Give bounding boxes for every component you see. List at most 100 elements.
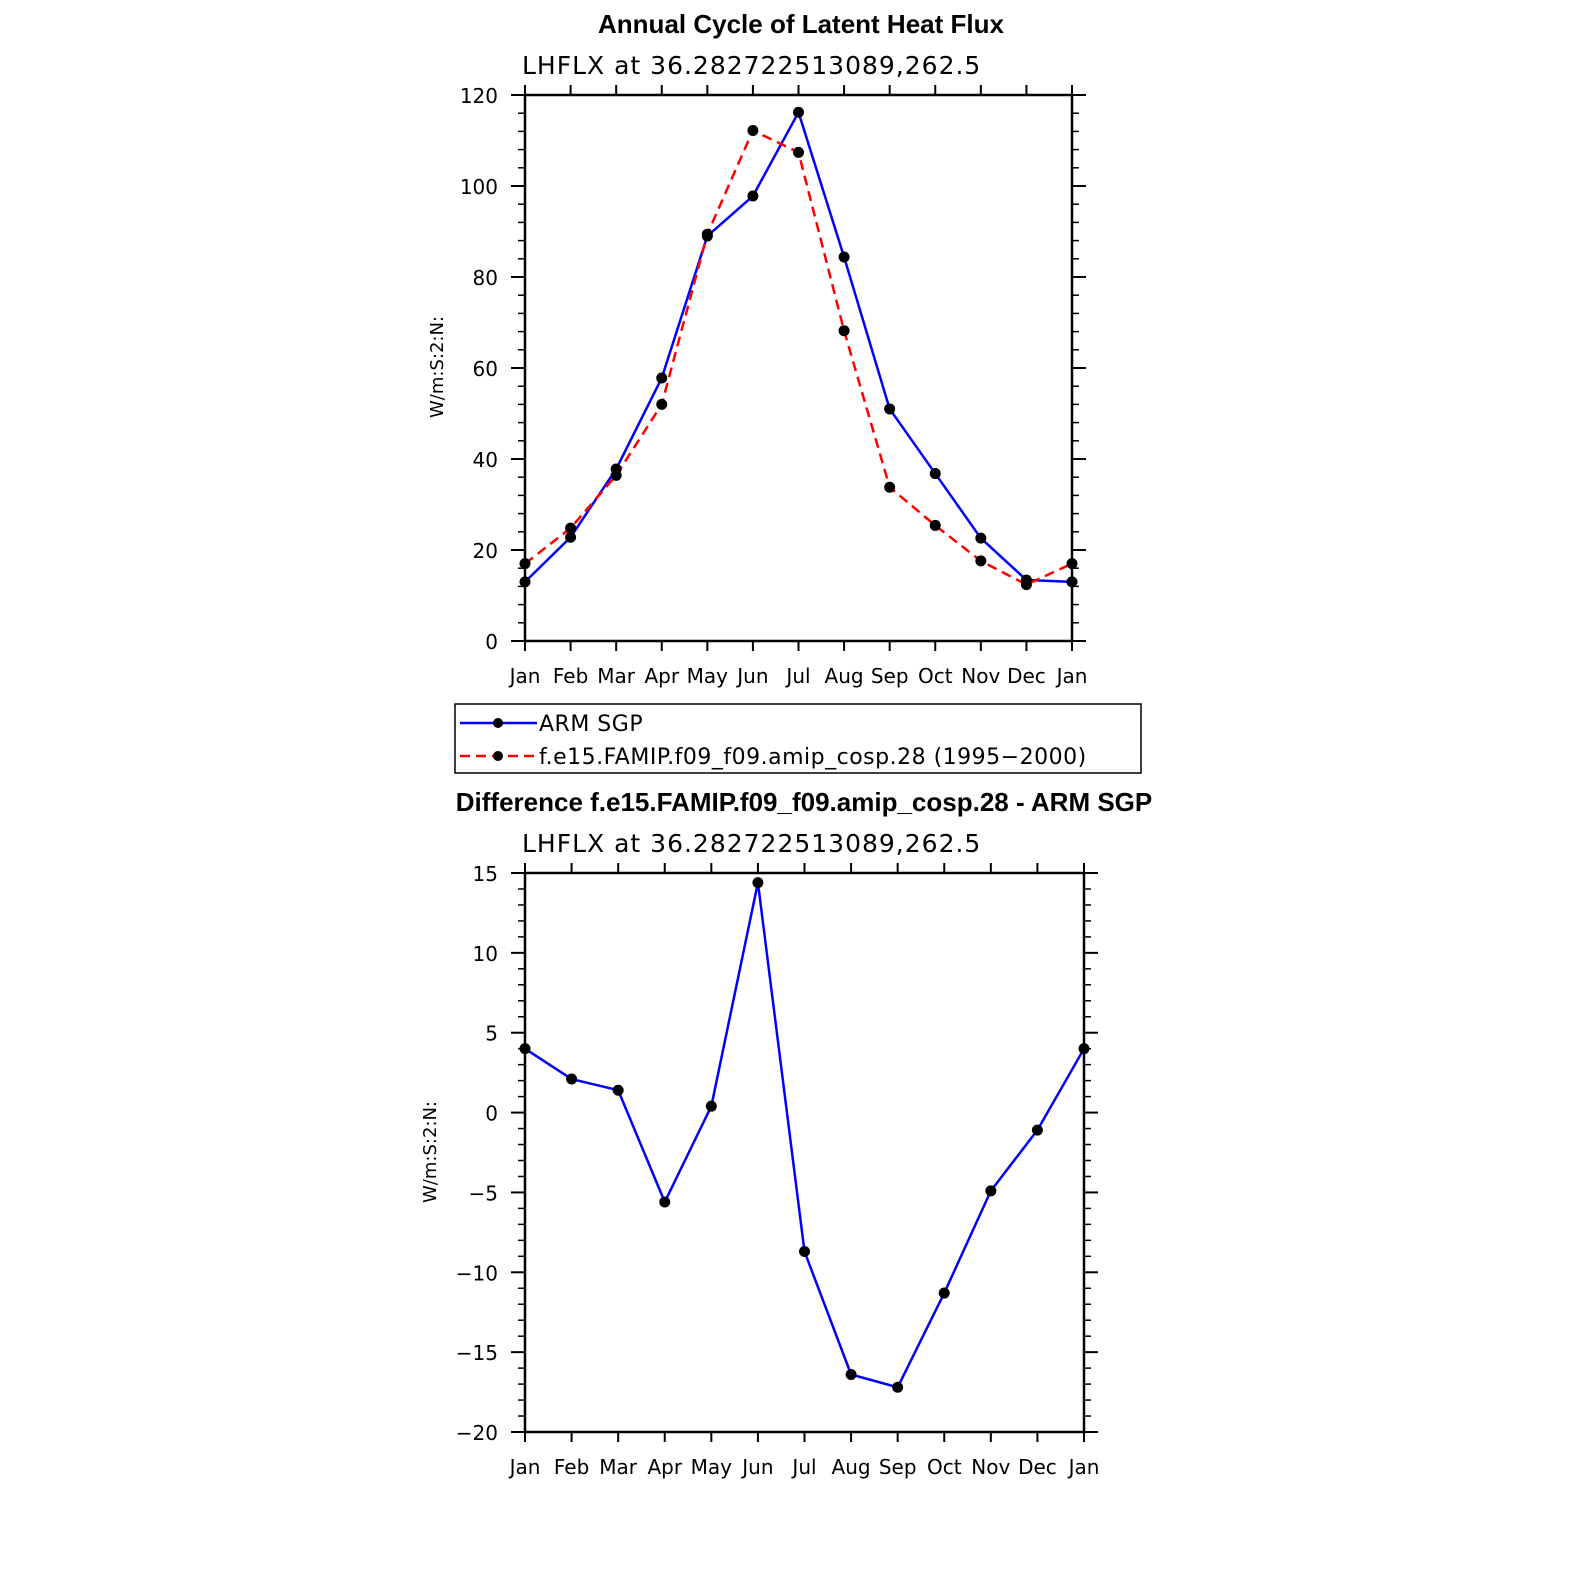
series-0-point bbox=[975, 532, 987, 544]
series-0-point bbox=[1066, 576, 1078, 588]
x-tick-label: Jun bbox=[740, 1455, 773, 1479]
chart1-x-tick-labels: Jan Feb Mar Apr May Jun Jul Aug Sep Oct Nov Dec Jan bbox=[508, 664, 1088, 688]
series-0-point bbox=[929, 468, 941, 480]
x-tick-label: Dec bbox=[1007, 664, 1046, 688]
chart-annual-cycle: Annual Cycle of Latent Heat Flux LHFLX a… bbox=[427, 9, 1087, 688]
series-0-point bbox=[566, 1073, 578, 1085]
series-1-point bbox=[747, 124, 759, 136]
x-tick-label: May bbox=[691, 1455, 733, 1479]
series-0-point bbox=[747, 190, 759, 202]
x-tick-label: Sep bbox=[871, 664, 909, 688]
series-1-point bbox=[838, 325, 850, 337]
x-tick-label: Aug bbox=[832, 1455, 871, 1479]
series-0-point bbox=[985, 1185, 997, 1197]
legend: ARM SGP f.e15.FAMIP.f09_f09.amip_cosp.28… bbox=[454, 703, 1142, 774]
series-0-point bbox=[705, 1100, 717, 1112]
x-tick-label: Jul bbox=[784, 664, 810, 688]
legend-marker-model bbox=[493, 751, 503, 761]
y-tick-label: 80 bbox=[473, 266, 498, 290]
series-0-point bbox=[838, 251, 850, 263]
series-0-point bbox=[845, 1369, 857, 1381]
x-tick-label: Jan bbox=[508, 1455, 541, 1479]
series-0-point bbox=[799, 1246, 810, 1258]
series-1-point bbox=[610, 469, 622, 481]
series-0-point bbox=[1078, 1043, 1090, 1055]
plot-frame bbox=[523, 871, 1086, 1434]
y-tick-label: 100 bbox=[460, 175, 498, 199]
chart1-axes bbox=[511, 85, 1086, 651]
chart2-x-tick-labels: Jan Feb Mar Apr May Jun Jul Aug Sep Oct Nov Dec Jan bbox=[508, 1455, 1100, 1479]
chart1-y-tick-labels: 0 20 40 60 80 100 120 bbox=[460, 84, 498, 654]
chart1-subtitle: LHFLX at 36.282722513089,262.5 bbox=[522, 51, 981, 80]
legend-label-model: f.e15.FAMIP.f09_f09.amip_cosp.28 (1995−2… bbox=[539, 745, 1087, 770]
series-line-1 bbox=[524, 129, 1073, 586]
legend-label-arm: ARM SGP bbox=[539, 712, 643, 737]
x-tick-label: Oct bbox=[918, 664, 953, 688]
legend-marker-arm bbox=[493, 718, 503, 728]
series-0-point bbox=[612, 1084, 624, 1096]
y-tick-label: −15 bbox=[456, 1341, 498, 1365]
x-tick-label: Oct bbox=[927, 1455, 962, 1479]
x-tick-label: Feb bbox=[554, 1455, 589, 1479]
x-tick-label: Apr bbox=[647, 1455, 682, 1479]
x-tick-label: Mar bbox=[599, 1455, 638, 1479]
series-0-point bbox=[656, 372, 668, 384]
chart1-series bbox=[519, 106, 1078, 591]
series-0-point bbox=[519, 576, 531, 588]
y-tick-label: −5 bbox=[469, 1181, 498, 1205]
series-0-point bbox=[565, 531, 577, 543]
series-line-0 bbox=[524, 881, 1086, 1389]
x-tick-label: Nov bbox=[971, 1455, 1010, 1479]
y-tick-label: 5 bbox=[485, 1022, 498, 1046]
chart2-ylabel: W/m:S:2:N: bbox=[420, 1101, 441, 1203]
y-tick-label: −10 bbox=[456, 1261, 498, 1285]
series-1-point bbox=[884, 481, 896, 493]
series-0-point bbox=[884, 403, 896, 415]
series-0-point bbox=[938, 1287, 950, 1299]
y-tick-label: 0 bbox=[485, 630, 498, 654]
series-0-point bbox=[519, 1043, 531, 1055]
chart1-title: Annual Cycle of Latent Heat Flux bbox=[598, 9, 1004, 39]
x-tick-label: Jan bbox=[1067, 1455, 1100, 1479]
plot-frame bbox=[523, 93, 1074, 643]
chart2-subtitle: LHFLX at 36.282722513089,262.5 bbox=[522, 829, 981, 858]
x-tick-label: May bbox=[687, 664, 729, 688]
x-tick-label: Dec bbox=[1018, 1455, 1057, 1479]
y-tick-label: 20 bbox=[473, 539, 498, 563]
series-1-point bbox=[656, 398, 668, 410]
series-0-point bbox=[1031, 1124, 1043, 1136]
y-tick-label: 40 bbox=[473, 448, 498, 472]
x-tick-label: Feb bbox=[553, 664, 588, 688]
series-line-0 bbox=[524, 111, 1073, 584]
series-1-point bbox=[1066, 558, 1078, 570]
chart2-y-tick-labels: −20 −15 −10 −5 0 5 10 15 bbox=[456, 862, 498, 1445]
series-1-point bbox=[701, 228, 713, 240]
series-0-point bbox=[752, 877, 764, 889]
chart-difference: Difference f.e15.FAMIP.f09_f09.amip_cosp… bbox=[420, 787, 1152, 1479]
y-tick-label: 60 bbox=[473, 357, 498, 381]
series-0-point bbox=[892, 1381, 904, 1393]
series-0-point bbox=[793, 106, 804, 118]
series-1-point bbox=[929, 519, 941, 531]
x-tick-label: Aug bbox=[825, 664, 864, 688]
chart2-series bbox=[519, 877, 1090, 1393]
chart2-title: Difference f.e15.FAMIP.f09_f09.amip_cosp… bbox=[456, 787, 1152, 817]
y-tick-label: 0 bbox=[485, 1102, 498, 1126]
y-tick-label: −20 bbox=[456, 1421, 498, 1445]
series-1-point bbox=[565, 522, 577, 534]
series-1-point bbox=[975, 555, 987, 567]
x-tick-label: Jul bbox=[790, 1455, 816, 1479]
x-tick-label: Jun bbox=[735, 664, 768, 688]
series-1-point bbox=[793, 146, 804, 158]
x-tick-label: Jan bbox=[508, 664, 541, 688]
legend-box bbox=[454, 703, 1142, 774]
series-1-point bbox=[519, 558, 531, 570]
x-tick-label: Sep bbox=[879, 1455, 917, 1479]
x-tick-label: Apr bbox=[644, 664, 679, 688]
chart1-ylabel: W/m:S:2:N: bbox=[427, 316, 448, 418]
series-0-point bbox=[659, 1196, 671, 1208]
series-1-point bbox=[1020, 579, 1032, 591]
x-tick-label: Nov bbox=[961, 664, 1000, 688]
y-tick-label: 15 bbox=[473, 862, 498, 886]
